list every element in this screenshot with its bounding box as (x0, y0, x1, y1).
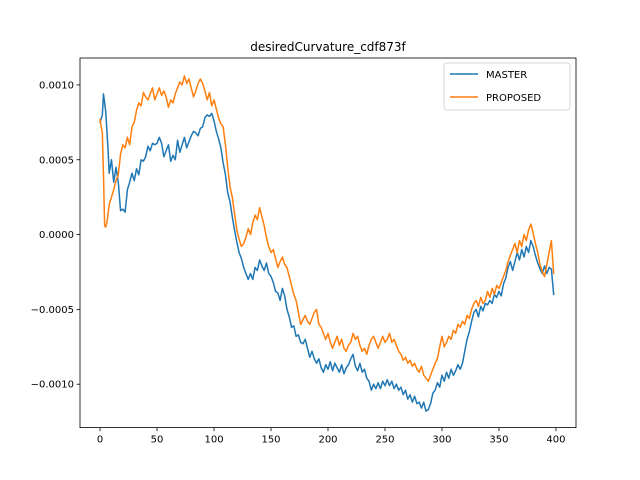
plot-area: 0 50 100 150 200 250 300 350 400 0.00100.00050.0… (31, 57, 577, 446)
x-tick-label: 350 (489, 435, 508, 446)
x-tick-label: 250 (375, 435, 394, 446)
x-tick-label: 0 (97, 435, 103, 446)
x-tick-label: 200 (318, 435, 337, 446)
series-line-master (99, 93, 555, 412)
y-tick-label: 0.0005 (39, 155, 74, 166)
x-axis: 0 50 100 150 200 250 300 350 400 (97, 427, 565, 446)
chart-title: desiredCurvature_cdf873f (250, 40, 406, 54)
x-tick-label: 300 (432, 435, 451, 446)
x-tick-label: 400 (546, 435, 565, 446)
y-tick-label: 0.0010 (39, 80, 74, 91)
x-tick-label: 100 (204, 435, 223, 446)
x-tick-label: 50 (151, 435, 164, 446)
legend-label-master: MASTER (486, 70, 527, 81)
legend: MASTER PROPOSED (443, 62, 571, 111)
legend-label-proposed: PROPOSED (486, 93, 541, 104)
y-tick-label: 0.0000 (39, 230, 74, 241)
x-tick-label: 150 (261, 435, 280, 446)
series-layer (99, 75, 555, 412)
y-tick-label: −0.0005 (31, 305, 74, 316)
series-line-proposed (99, 75, 555, 382)
y-tick-label: −0.0010 (31, 380, 74, 391)
y-axis: 0.0010 0.0005 0.0000 −0.0005 −0.0010 (31, 80, 80, 391)
